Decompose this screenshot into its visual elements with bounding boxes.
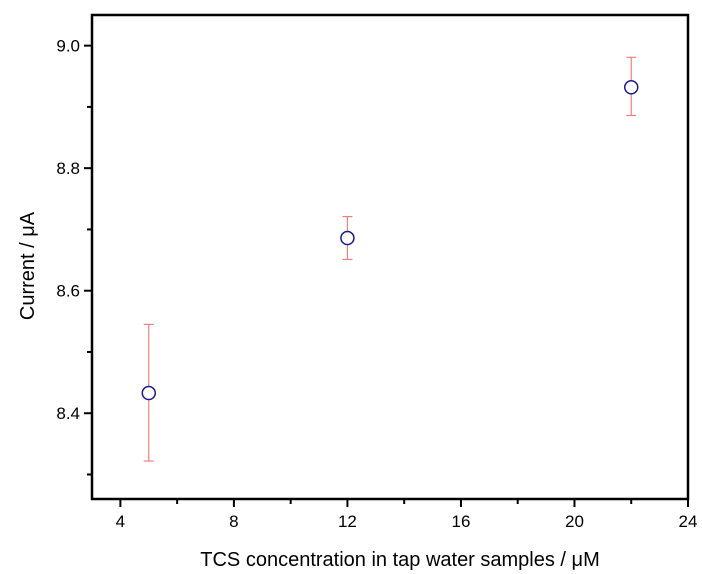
data-point — [141, 385, 157, 401]
data-points — [141, 80, 639, 401]
data-point — [340, 230, 355, 246]
plot-area-border — [90, 13, 690, 501]
x-tick-label: 16 — [451, 512, 470, 531]
y-tick-label: 9.0 — [56, 37, 80, 56]
y-tick-label: 8.6 — [56, 282, 80, 301]
y-tick-label: 8.4 — [56, 404, 80, 423]
plot-frame — [90, 13, 690, 501]
x-tick-label: 8 — [229, 512, 238, 531]
y-axis-title: Current / μA — [17, 211, 39, 320]
x-tick-label: 4 — [116, 512, 125, 531]
axis-ticks: 4 8 12 16 20 24 8.4 8.6 8.8 9.0 — [56, 37, 697, 531]
x-tick-label: 24 — [679, 512, 698, 531]
data-point — [623, 80, 639, 95]
y-tick-label: 8.8 — [56, 159, 80, 178]
x-tick-label: 20 — [565, 512, 584, 531]
x-axis-title: TCS concentration in tap water samples /… — [200, 549, 599, 571]
error-bars — [143, 56, 637, 462]
x-tick-label: 12 — [338, 512, 357, 531]
